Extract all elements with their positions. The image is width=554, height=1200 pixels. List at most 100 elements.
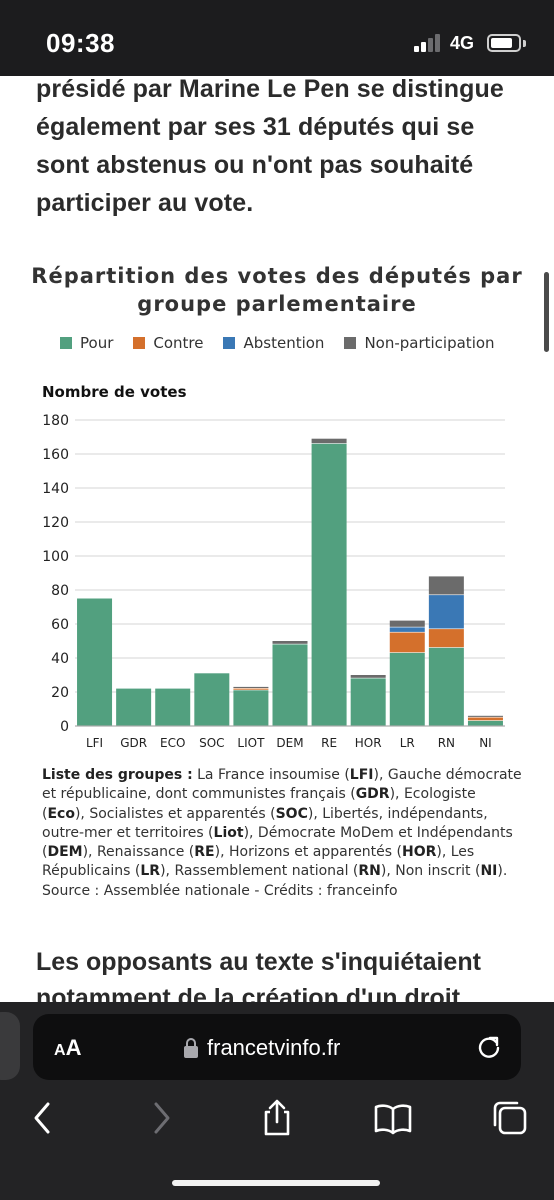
- home-indicator[interactable]: [172, 1180, 380, 1186]
- group-description: ), Renaissance (: [82, 844, 195, 861]
- bar-segment-lfi-pour: [77, 598, 113, 726]
- y-tick-label: 60: [51, 617, 69, 633]
- x-tick-label: ECO: [160, 736, 185, 750]
- bar-segment-rn-contre: [428, 629, 464, 648]
- bar-segment-hor-pour: [350, 678, 386, 726]
- group-description: ), Libertés, indépendants, outre-mer et …: [42, 805, 488, 841]
- stacked-bar-chart: 0 20 40 60 80 100 120 140 160 180 LFI GDR ECO SOC LIOT…: [42, 413, 505, 750]
- x-tick-label: NI: [479, 736, 492, 750]
- group-description: ), Non inscrit (: [380, 863, 481, 880]
- forward-icon[interactable]: [142, 1098, 182, 1138]
- lock-icon: [184, 1038, 198, 1058]
- group-abbreviation: SOC: [275, 805, 308, 822]
- x-tick-label: LFI: [86, 736, 103, 750]
- page-scrollbar[interactable]: [544, 272, 549, 352]
- groups-list-lead: Liste des groupes :: [42, 767, 193, 783]
- address-bar[interactable]: [33, 1014, 521, 1080]
- legend-swatch: [133, 337, 146, 349]
- x-tick-label: LIOT: [237, 736, 265, 750]
- status-time: 09:38: [46, 28, 115, 58]
- article-paragraph: présidé par Marine Le Pen se distingue é…: [36, 70, 526, 222]
- bar-segment-hor-non-participation: [350, 675, 386, 678]
- bar-segment-liot-non-participation: [233, 686, 269, 688]
- paragraph-line: présidé par Marine Le Pen se distingue: [36, 75, 504, 103]
- bar-segment-liot-pour: [233, 690, 269, 726]
- bar-segment-ni-non-participation: [467, 715, 503, 717]
- bar-segment-lr-pour: [389, 652, 425, 726]
- chart-title: Répartition des votes des députés par gr…: [20, 262, 534, 318]
- bar-segment-lr-abstention: [389, 627, 425, 632]
- group-abbreviation: LR: [140, 863, 161, 880]
- bar-segment-dem-pour: [272, 644, 308, 726]
- battery-nub: [523, 40, 526, 47]
- bar-segment-rn-non-participation: [428, 576, 464, 595]
- legend-item-non-participation: Non-participation: [344, 334, 495, 352]
- battery-icon: [487, 34, 521, 52]
- reload-icon[interactable]: [476, 1034, 502, 1060]
- y-tick-label: 120: [42, 515, 69, 531]
- group-abbreviation: GDR: [355, 786, 390, 803]
- tabs-icon[interactable]: [490, 1098, 530, 1138]
- x-tick-label: RN: [438, 736, 455, 750]
- aa-small: A: [54, 1042, 66, 1059]
- group-abbreviation: LFI: [349, 767, 374, 783]
- bar-segment-lr-non-participation: [389, 620, 425, 627]
- y-tick-label: 0: [60, 719, 69, 735]
- x-tick-label: DEM: [276, 736, 303, 750]
- bar-segment-soc-pour: [194, 673, 230, 726]
- previous-tab-edge[interactable]: [0, 1012, 20, 1080]
- share-icon[interactable]: [257, 1098, 297, 1138]
- group-description: La France insoumise (: [192, 767, 350, 783]
- group-abbreviation: Eco: [47, 805, 75, 822]
- chart-legend: Pour Contre Abstention Non-participation: [60, 333, 495, 353]
- bar-segment-lr-contre: [389, 632, 425, 653]
- legend-label: Contre: [153, 334, 204, 352]
- group-abbreviation: NI: [480, 863, 498, 880]
- legend-item-abstention: Abstention: [223, 334, 324, 352]
- y-tick-label: 140: [42, 481, 69, 497]
- x-tick-label: HOR: [355, 736, 382, 750]
- legend-item-pour: Pour: [60, 334, 113, 352]
- group-description: ), Ecologiste (: [42, 786, 476, 822]
- legend-label: Pour: [80, 334, 114, 352]
- group-description: ), Socialistes et apparentés (: [74, 805, 276, 822]
- status-bar: 09:38 4G: [0, 0, 554, 76]
- url-text[interactable]: francetvinfo.fr: [207, 1035, 341, 1060]
- x-tick-label: LR: [400, 736, 415, 750]
- group-description: ), Horizons et apparentés (: [214, 844, 402, 861]
- chart-title-line: groupe parlementaire: [137, 292, 417, 316]
- group-abbreviation: RN: [358, 863, 381, 880]
- y-tick-label: 180: [42, 413, 69, 429]
- groups-note: Liste des groupes : La France insoumise …: [42, 766, 522, 901]
- y-axis-title: Nombre de votes: [42, 383, 187, 401]
- bar-segment-dem-non-participation: [272, 641, 308, 644]
- bookmarks-icon[interactable]: [373, 1098, 413, 1138]
- bar-segment-re-pour: [311, 443, 347, 726]
- legend-swatch: [223, 337, 236, 349]
- bar-segment-liot-contre: [233, 688, 269, 690]
- aa-large: A: [65, 1035, 82, 1060]
- y-tick-label: 160: [42, 447, 69, 463]
- bar-segment-rn-pour: [428, 647, 464, 726]
- group-abbreviation: Liot: [213, 824, 244, 841]
- group-abbreviation: DEM: [47, 844, 83, 861]
- legend-label: Non-participation: [364, 334, 495, 352]
- group-description: ).: [497, 863, 508, 880]
- back-icon[interactable]: [22, 1098, 62, 1138]
- reader-settings-button[interactable]: AA: [54, 1034, 81, 1062]
- y-tick-label: 100: [42, 549, 69, 565]
- groups-list: Liste des groupes : La France insoumise …: [42, 766, 522, 882]
- legend-item-contre: Contre: [133, 334, 203, 352]
- bar-segment-re-non-participation: [311, 438, 347, 444]
- chart-title-line: Répartition des votes des députés par: [31, 264, 523, 288]
- paragraph-line: participer au vote.: [36, 189, 254, 217]
- legend-swatch: [344, 337, 357, 349]
- bar-segment-eco-pour: [155, 688, 191, 726]
- cellular-signal-icon: [414, 34, 446, 52]
- y-tick-label: 40: [51, 651, 69, 667]
- bar-segment-ni-contre: [467, 717, 503, 721]
- x-tick-label: SOC: [199, 736, 224, 750]
- group-description: ), Rassemblement national (: [160, 863, 359, 880]
- group-description: ), Les Républicains (: [42, 844, 475, 880]
- group-description: ), Démocrate MoDem et Indépendants (: [42, 824, 513, 861]
